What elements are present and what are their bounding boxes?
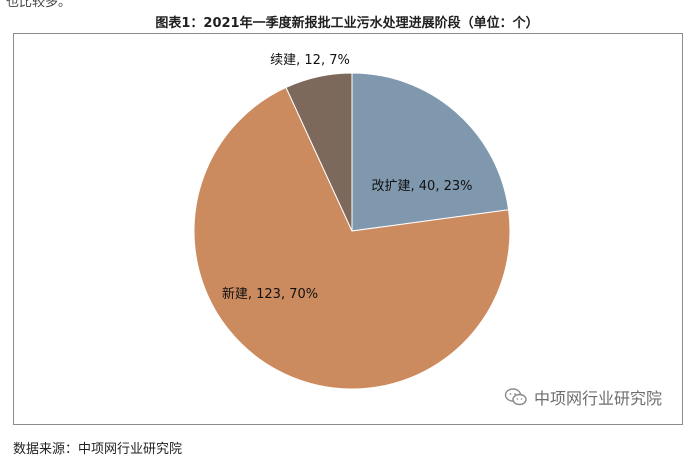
watermark-text: 中项网行业研究院 — [533, 389, 662, 408]
chart-title: 图表1：2021年一季度新报批工业污水处理进展阶段（单位：个） — [155, 16, 539, 31]
pie-slice-2 — [193, 86, 511, 390]
wechat-icon — [504, 388, 527, 406]
pie-slice-1 — [351, 72, 510, 232]
data-label-2: 新建, 123, 70% — [222, 286, 318, 302]
truncated-paragraph-text: 也比较多。 — [6, 0, 72, 10]
data-label-3: 续建, 12, 7% — [270, 53, 350, 68]
pie-slice-3 — [285, 72, 353, 232]
chart-frame: 改扩建, 40, 23% 新建, 123, 70% 续建, 12, 7% 中项网行业… — [13, 33, 683, 425]
watermark: 中项网行业研究院 — [504, 385, 662, 409]
data-label-1: 改扩建, 40, 23% — [372, 179, 473, 194]
pie-chart: 改扩建, 40, 23% 新建, 123, 70% 续建, 12, 7% — [193, 53, 511, 390]
source-note: 数据来源：中项网行业研究院 — [13, 442, 183, 457]
